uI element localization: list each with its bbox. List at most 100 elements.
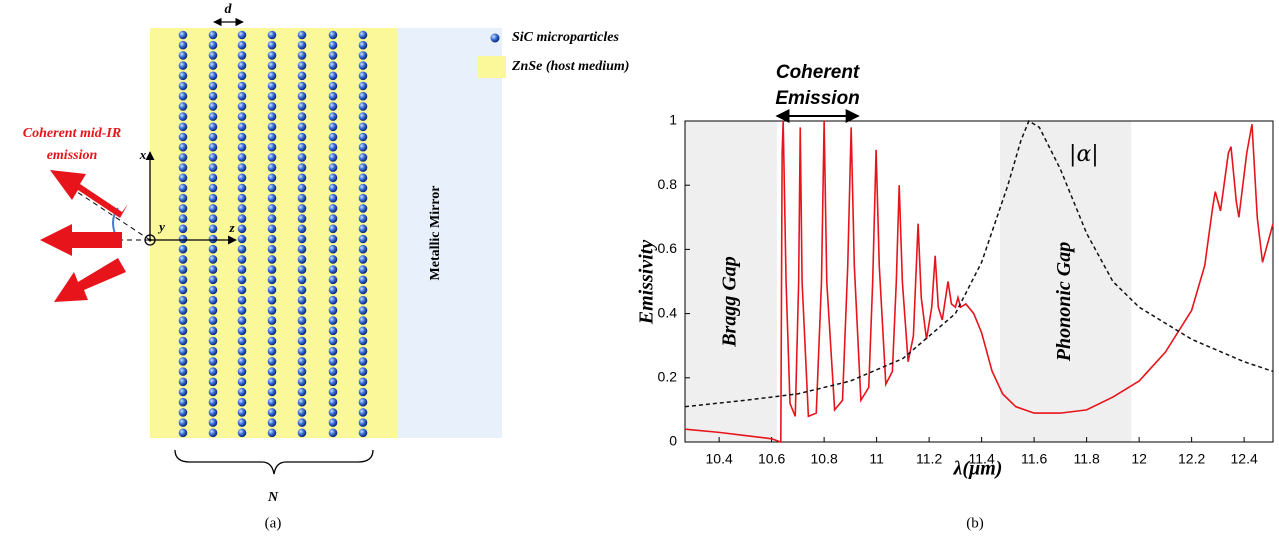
legend-label: SiC microparticles bbox=[512, 30, 620, 45]
particle bbox=[208, 336, 218, 346]
particle bbox=[237, 30, 247, 40]
particle bbox=[267, 71, 277, 81]
particle bbox=[208, 408, 218, 417]
particle bbox=[237, 204, 247, 213]
particle bbox=[208, 163, 218, 172]
particle bbox=[208, 153, 218, 162]
particle bbox=[178, 255, 188, 264]
gap-label: Phononic Gap bbox=[1053, 242, 1075, 362]
particle bbox=[297, 397, 307, 407]
particle bbox=[358, 224, 368, 234]
particle bbox=[358, 255, 368, 264]
series-line bbox=[684, 120, 1274, 444]
particle bbox=[328, 183, 338, 193]
particle bbox=[358, 81, 368, 91]
particle bbox=[267, 377, 277, 387]
particle bbox=[328, 102, 338, 111]
particle bbox=[297, 193, 307, 203]
schematic: d SiC microparticles ZnSe (host medium) … bbox=[23, 2, 630, 531]
particle bbox=[267, 357, 277, 366]
particle bbox=[267, 91, 277, 101]
particle bbox=[237, 377, 247, 387]
particle bbox=[267, 316, 277, 325]
particle bbox=[328, 112, 338, 121]
particle bbox=[297, 183, 307, 193]
particle bbox=[358, 316, 368, 325]
particle bbox=[328, 204, 338, 213]
caption: (b) bbox=[966, 515, 984, 531]
particle bbox=[208, 102, 218, 111]
particle bbox=[237, 173, 247, 183]
series-label: |α| bbox=[1069, 142, 1099, 167]
particle bbox=[358, 357, 368, 366]
particle bbox=[328, 408, 338, 417]
particle bbox=[297, 214, 307, 223]
particle bbox=[237, 326, 247, 336]
particle bbox=[208, 122, 218, 132]
particle bbox=[297, 265, 307, 274]
particle bbox=[358, 346, 368, 356]
emission-arrow bbox=[50, 170, 128, 218]
particle bbox=[328, 377, 338, 387]
particle bbox=[297, 163, 307, 172]
particle bbox=[297, 224, 307, 234]
particle bbox=[237, 61, 247, 70]
particle bbox=[178, 275, 188, 285]
particle bbox=[237, 387, 247, 397]
particle bbox=[208, 173, 218, 183]
particle bbox=[297, 408, 307, 417]
particle bbox=[178, 142, 188, 152]
x-tick-label: 12 bbox=[1131, 451, 1147, 467]
legend-sphere bbox=[490, 33, 500, 43]
particle bbox=[178, 51, 188, 60]
caption: (a) bbox=[265, 515, 282, 531]
particle bbox=[208, 377, 218, 387]
particle bbox=[297, 428, 307, 438]
particle bbox=[328, 193, 338, 203]
particle bbox=[237, 163, 247, 172]
particle bbox=[237, 142, 247, 152]
particle bbox=[178, 173, 188, 183]
particle bbox=[267, 336, 277, 346]
y-tick-label: 0.8 bbox=[658, 176, 678, 192]
particle bbox=[208, 255, 218, 264]
particle-array bbox=[178, 30, 368, 438]
particle bbox=[297, 346, 307, 356]
particle bbox=[297, 153, 307, 162]
particle bbox=[208, 183, 218, 193]
particle bbox=[267, 112, 277, 121]
particle bbox=[267, 122, 277, 132]
gap-label: Bragg Gap bbox=[719, 256, 741, 348]
x-axis-title: λ(μm) bbox=[953, 458, 1003, 480]
particle bbox=[178, 295, 188, 305]
particle bbox=[358, 51, 368, 60]
particle bbox=[328, 346, 338, 356]
particle bbox=[358, 387, 368, 397]
particle bbox=[178, 163, 188, 172]
particle bbox=[328, 81, 338, 91]
particle bbox=[208, 30, 218, 40]
particle bbox=[328, 30, 338, 40]
particle bbox=[208, 51, 218, 60]
particle bbox=[358, 234, 368, 244]
particle bbox=[267, 153, 277, 162]
particle bbox=[358, 408, 368, 417]
particle bbox=[208, 326, 218, 336]
particle bbox=[178, 377, 188, 387]
particle bbox=[267, 51, 277, 60]
particle bbox=[178, 316, 188, 325]
particle bbox=[297, 40, 307, 50]
legend-swatch bbox=[478, 56, 506, 78]
particle bbox=[358, 91, 368, 101]
particle bbox=[178, 265, 188, 274]
particle bbox=[178, 387, 188, 397]
particle bbox=[358, 193, 368, 203]
emission-label: Coherent mid-IR bbox=[23, 126, 121, 141]
particle bbox=[358, 265, 368, 274]
particle bbox=[297, 204, 307, 213]
particle bbox=[297, 418, 307, 427]
particle bbox=[297, 61, 307, 70]
particle bbox=[267, 265, 277, 274]
particle bbox=[267, 193, 277, 203]
brace bbox=[174, 449, 374, 475]
